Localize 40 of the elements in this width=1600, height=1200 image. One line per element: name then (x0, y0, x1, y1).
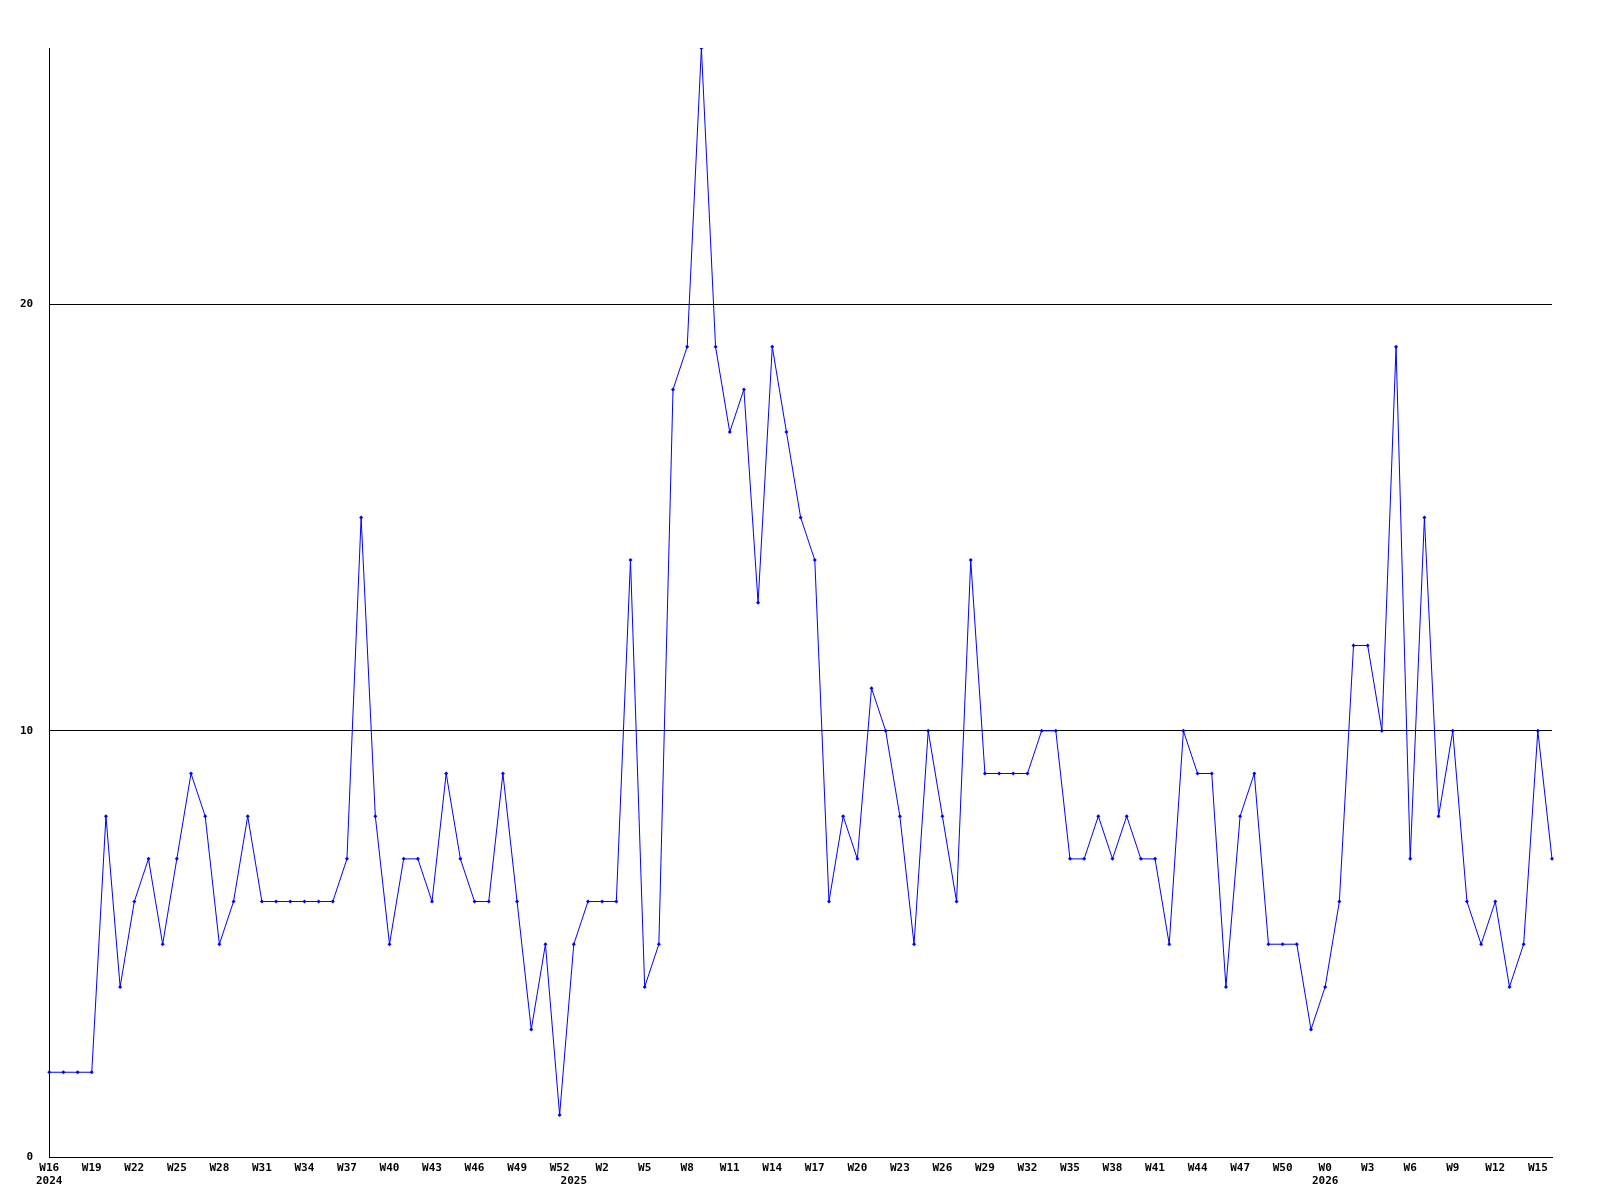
x-tick-label: W14 (762, 1161, 783, 1175)
y-tick-label: 20 (20, 296, 34, 310)
x-tick-label: W3 (1361, 1161, 1375, 1175)
x-tick-label: W9 (1446, 1161, 1460, 1175)
x-tick-label: W46 (464, 1161, 485, 1175)
x-tick-label: W41 (1145, 1161, 1166, 1175)
x-tick-label: W40 (379, 1161, 400, 1175)
x-tick-label: W34 (294, 1161, 315, 1175)
x-tick-label: W50 (1272, 1161, 1293, 1175)
x-tick-label: W8 (680, 1161, 694, 1175)
x-tick-label: W17 (804, 1161, 825, 1175)
x-tick-label: W52 (549, 1161, 570, 1175)
x-tick-label: W44 (1187, 1161, 1208, 1175)
x-tick-label: W38 (1102, 1161, 1123, 1175)
x-tick-label: W28 (209, 1161, 230, 1175)
y-tick-label: 0 (26, 1150, 34, 1164)
x-tick-label: W20 (847, 1161, 868, 1175)
x-tick-label: W12 (1485, 1161, 1506, 1175)
x-tick-label: W31 (251, 1161, 273, 1175)
x-tick-label: W6 (1403, 1161, 1418, 1175)
x-tick-label: W19 (81, 1161, 102, 1175)
y-tick-label: 10 (20, 723, 34, 737)
x-tick-label: W35 (1060, 1161, 1080, 1175)
x-tick-label: W43 (422, 1161, 442, 1175)
x-tick-label: W16 2024 (36, 1161, 63, 1188)
x-tick-label: 2025 (560, 1174, 588, 1188)
x-tick-label: W11 (719, 1161, 741, 1175)
x-tick-label: W37 (337, 1161, 357, 1175)
x-tick-label: W0 2026 (1311, 1161, 1339, 1188)
x-tick-label: W47 (1230, 1161, 1251, 1175)
x-tick-label: W32 (1017, 1161, 1038, 1175)
x-tick-label: W29 (974, 1161, 995, 1175)
x-tick-label: W2 (595, 1161, 609, 1175)
x-tick-label: W22 (124, 1161, 145, 1175)
x-tick-label: W15 (1527, 1161, 1548, 1175)
x-tick-label: W23 (889, 1161, 910, 1175)
x-tick-label: W5 (638, 1161, 652, 1175)
x-tick-label: W49 (507, 1161, 528, 1175)
x-tick-label: W26 (932, 1161, 953, 1175)
x-tick-label: W25 (166, 1161, 187, 1175)
